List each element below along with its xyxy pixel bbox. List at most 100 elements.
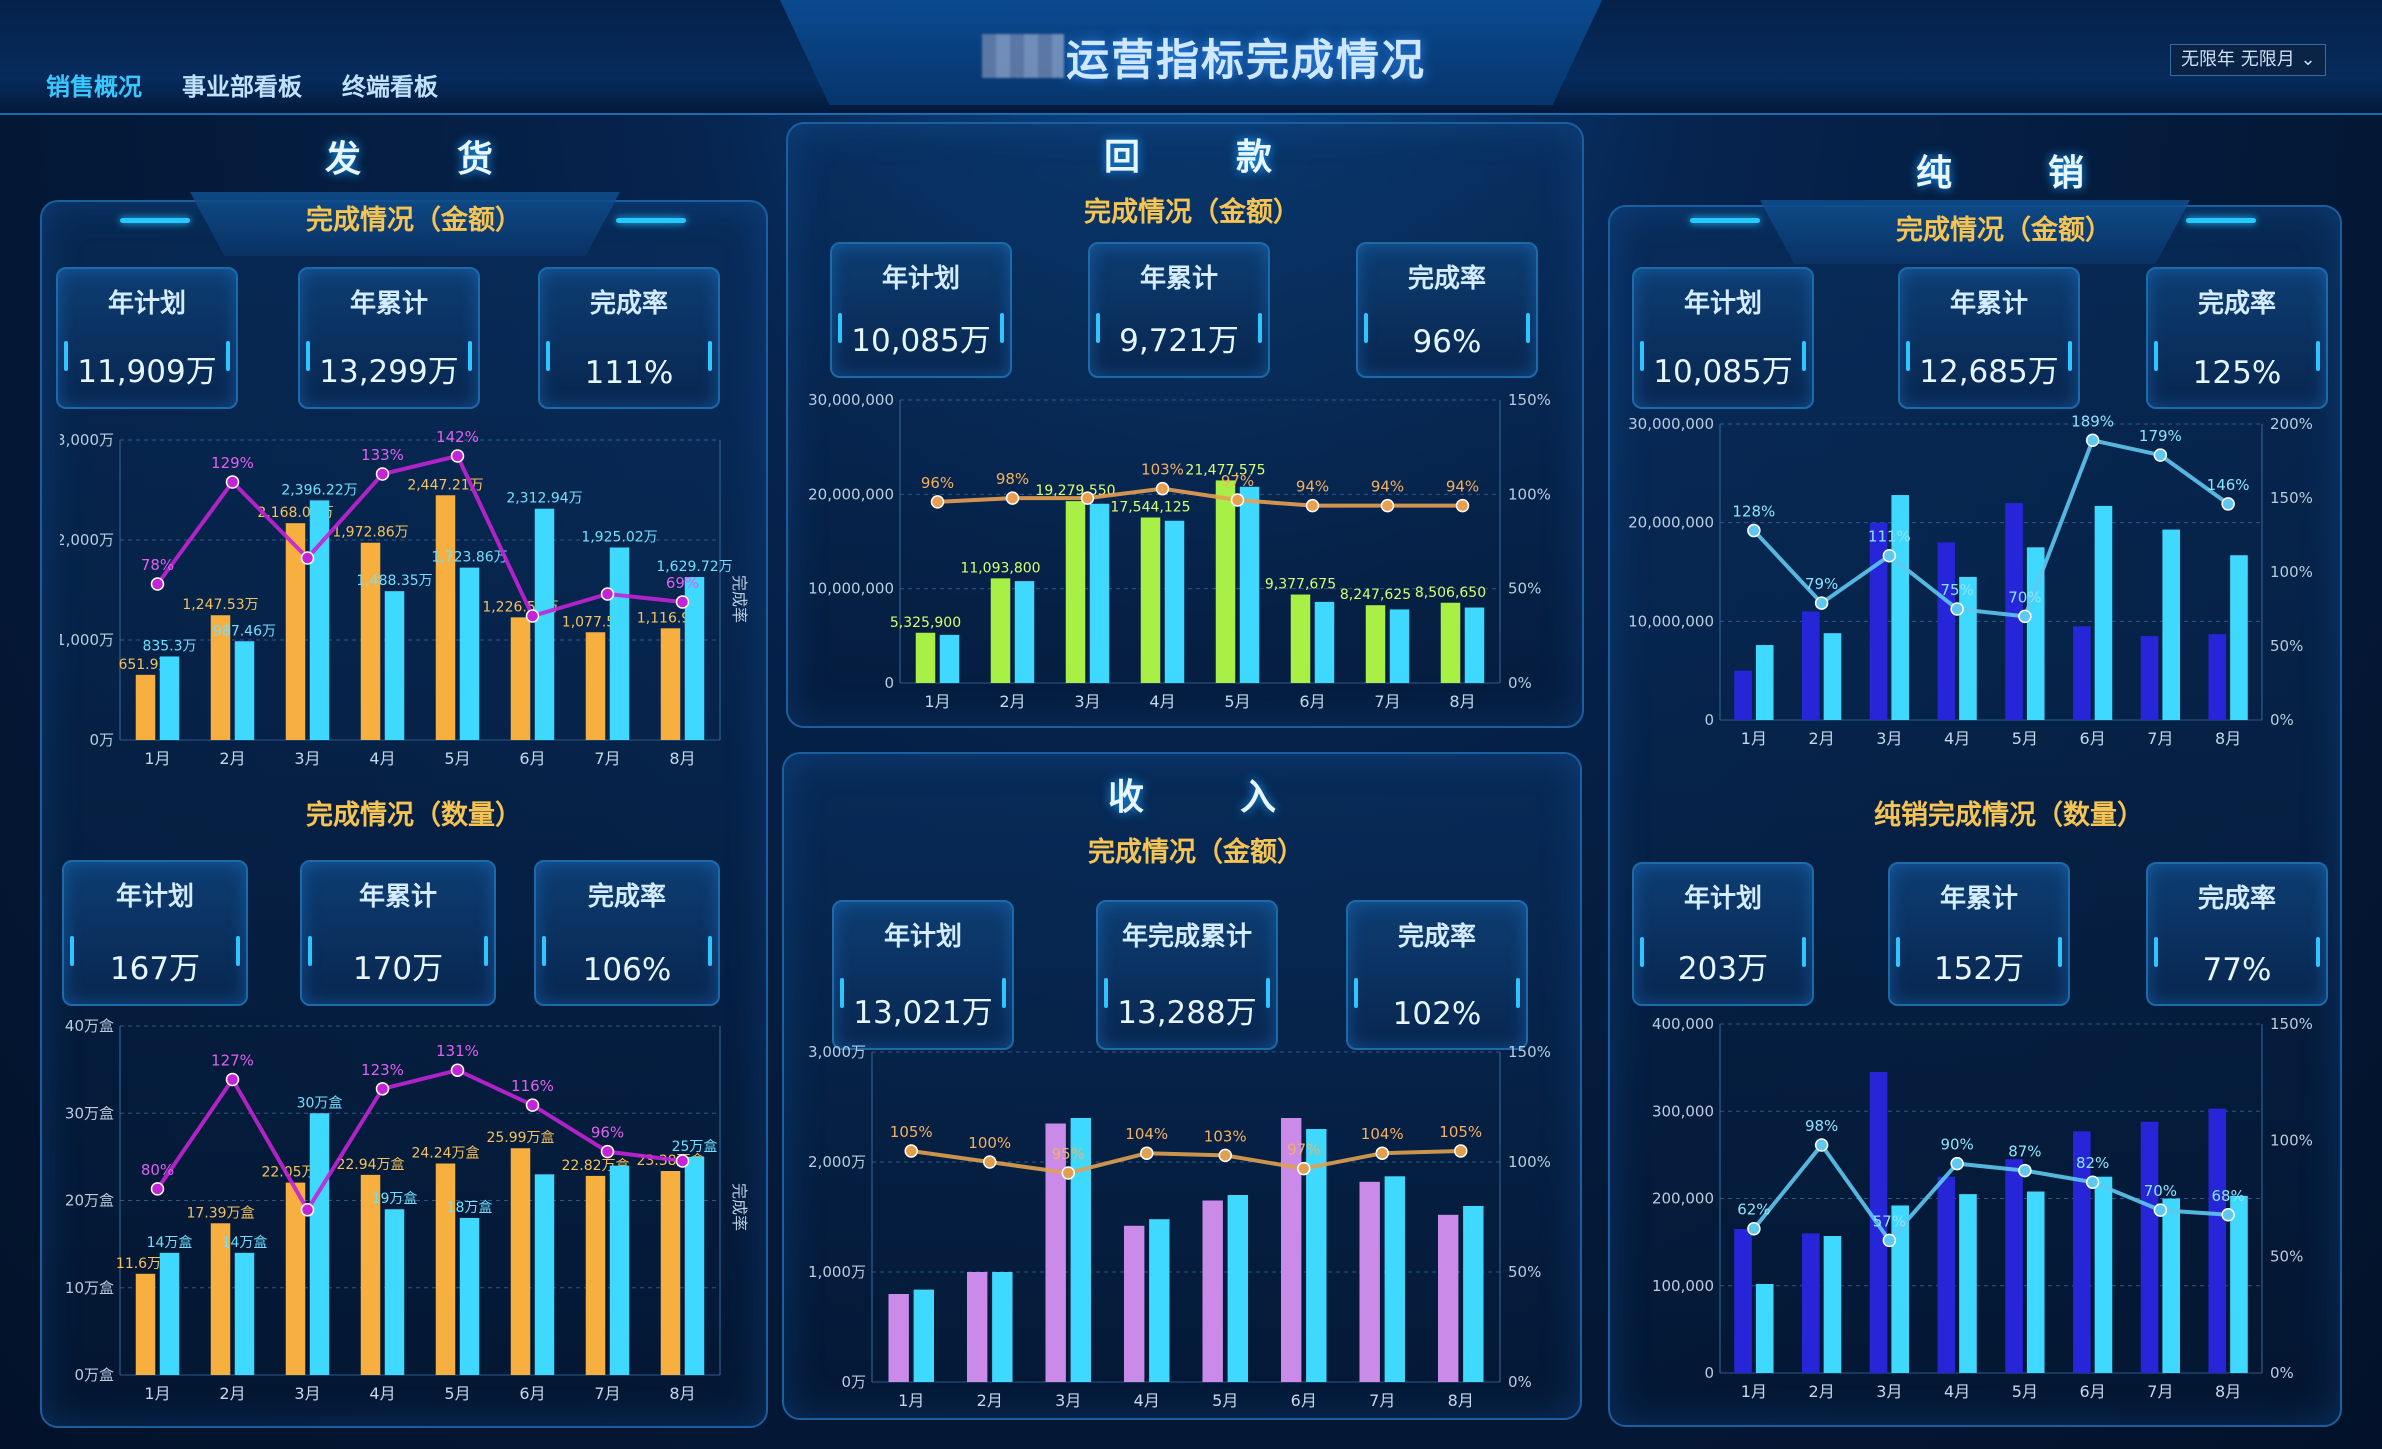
x-tick-label: 1月 bbox=[1741, 729, 1767, 748]
bar bbox=[1014, 581, 1035, 683]
bar-data-label: 1,925.02万 bbox=[581, 529, 657, 545]
x-tick-label: 3月 bbox=[1055, 1391, 1081, 1410]
x-tick-label: 6月 bbox=[1299, 692, 1325, 711]
x-tick-label: 5月 bbox=[1224, 692, 1250, 711]
rate-label: 128% bbox=[1732, 503, 1775, 521]
deco-line bbox=[616, 218, 686, 223]
y-tick-label: 400,000 bbox=[1652, 1015, 1714, 1033]
bar bbox=[1959, 1194, 1977, 1373]
bar bbox=[510, 617, 531, 740]
rate-point bbox=[2018, 609, 2032, 624]
bar-data-label: 24.24万盒 bbox=[411, 1145, 479, 1162]
bar-data-label: 2,447.21万 bbox=[407, 477, 483, 493]
x-tick-label: 3月 bbox=[1876, 729, 1902, 748]
bar-data-label: 17.39万盒 bbox=[186, 1204, 254, 1221]
bar bbox=[609, 1165, 630, 1375]
y2-tick-label: 150% bbox=[1508, 391, 1551, 409]
rate-point bbox=[450, 1063, 465, 1077]
year-filter[interactable]: 无限年 bbox=[2181, 49, 2235, 70]
y2-tick-label: 100% bbox=[1508, 1153, 1551, 1171]
y2-tick-label: 0% bbox=[2270, 711, 2294, 729]
redacted-company-name bbox=[982, 34, 1064, 78]
kpi-value: 10,085万 bbox=[1653, 354, 1793, 390]
rate-point bbox=[375, 1082, 390, 1096]
x-tick-label: 6月 bbox=[2080, 1382, 2106, 1401]
bar bbox=[309, 1113, 330, 1375]
bar-data-label: 22.94万盒 bbox=[336, 1156, 404, 1173]
tab-sales-overview[interactable]: 销售概况 bbox=[46, 73, 142, 101]
bar bbox=[1045, 1123, 1066, 1382]
kpi-card: 完成率 111% bbox=[538, 267, 720, 409]
tab-terminal-board[interactable]: 终端看板 bbox=[342, 73, 438, 101]
bar bbox=[2094, 505, 2113, 720]
rate-point bbox=[1747, 1221, 1761, 1236]
kpi-label: 年计划 bbox=[881, 264, 960, 294]
bar bbox=[459, 1217, 480, 1375]
rate-point bbox=[2085, 1175, 2100, 1189]
bar bbox=[234, 641, 255, 740]
x-tick-label: 4月 bbox=[1944, 1382, 1970, 1401]
bar bbox=[1823, 1236, 1842, 1373]
chevron-down-icon: ⌄ bbox=[2300, 49, 2316, 70]
month-filter[interactable]: 无限月 bbox=[2240, 49, 2295, 70]
bar bbox=[159, 1252, 180, 1375]
rate-label: 57% bbox=[1873, 1212, 1906, 1230]
bar bbox=[684, 577, 705, 740]
net-sales-quantity-subtitle: 纯销完成情况（数量） bbox=[1874, 800, 2144, 831]
bar bbox=[585, 1175, 606, 1375]
kpi-label: 年计划 bbox=[115, 882, 194, 912]
kpi-label: 年累计 bbox=[1949, 289, 2028, 319]
bar bbox=[1891, 495, 1910, 720]
bar bbox=[285, 1182, 306, 1375]
kpi-value: 12,685万 bbox=[1919, 354, 2059, 390]
bar bbox=[534, 1174, 555, 1375]
kpi-card: 年计划 203万 bbox=[1632, 862, 1814, 1006]
kpi-card: 年累计 152万 bbox=[1888, 862, 2070, 1006]
kpi-label: 完成率 bbox=[2197, 884, 2276, 914]
rate-point bbox=[1297, 1161, 1311, 1176]
rate-label: 80% bbox=[141, 1161, 174, 1179]
y-tick-label: 0 bbox=[884, 674, 894, 692]
x-tick-label: 1月 bbox=[144, 749, 170, 768]
shipment-quantity-subtitle: 完成情况（数量） bbox=[306, 800, 522, 831]
bar-data-label: 1,723.86万 bbox=[431, 550, 507, 566]
bar bbox=[1823, 633, 1842, 720]
kpi-card: 年计划 10,085万 bbox=[830, 242, 1012, 378]
x-tick-label: 5月 bbox=[1212, 1391, 1238, 1410]
rate-point bbox=[525, 1098, 540, 1112]
bar bbox=[1937, 1176, 1956, 1373]
bar-data-label: 1,629.72万 bbox=[656, 559, 732, 575]
bar bbox=[1314, 601, 1335, 683]
shipment-quantity-chart: 0万盒10万盒20万盒30万盒40万盒完成率1月11.6万盒14万盒2月17.3… bbox=[65, 1017, 749, 1403]
tab-division-board[interactable]: 事业部看板 bbox=[182, 73, 302, 101]
bar bbox=[1359, 1181, 1380, 1382]
bar bbox=[1089, 503, 1110, 683]
y2-tick-label: 50% bbox=[2270, 637, 2303, 655]
rate-label: 95% bbox=[1052, 1145, 1085, 1163]
y2-tick-label: 100% bbox=[2270, 563, 2313, 581]
y-tick-label: 0万 bbox=[89, 731, 114, 749]
bar bbox=[2208, 634, 2227, 720]
rate-label: 68% bbox=[2211, 1187, 2244, 1205]
bar-data-label: 25万盒 bbox=[672, 1138, 718, 1155]
bar bbox=[2072, 626, 2091, 720]
rate-point bbox=[600, 587, 615, 601]
kpi-label: 年计划 bbox=[883, 922, 962, 952]
y2-axis-label: 完成率 bbox=[730, 1183, 749, 1231]
kpi-value: 203万 bbox=[1677, 951, 1769, 987]
date-filter-select[interactable]: 无限年 无限月 ⌄ bbox=[2170, 44, 2326, 76]
rate-point bbox=[1230, 493, 1245, 507]
rate-point bbox=[225, 1072, 240, 1087]
bar-data-label: 8,506,650 bbox=[1415, 585, 1486, 601]
kpi-value: 106% bbox=[582, 952, 672, 988]
rate-label: 103% bbox=[1141, 461, 1184, 479]
bar bbox=[384, 1209, 405, 1375]
x-tick-label: 1月 bbox=[144, 1384, 170, 1403]
bar bbox=[2208, 1108, 2227, 1373]
bar-data-label: 18万盒 bbox=[447, 1199, 493, 1216]
rate-point bbox=[1882, 1233, 1897, 1248]
bar bbox=[360, 542, 381, 740]
kpi-card: 年完成累计 13,288万 bbox=[1096, 900, 1278, 1050]
bar bbox=[1365, 605, 1386, 683]
rate-point bbox=[2221, 1208, 2235, 1222]
